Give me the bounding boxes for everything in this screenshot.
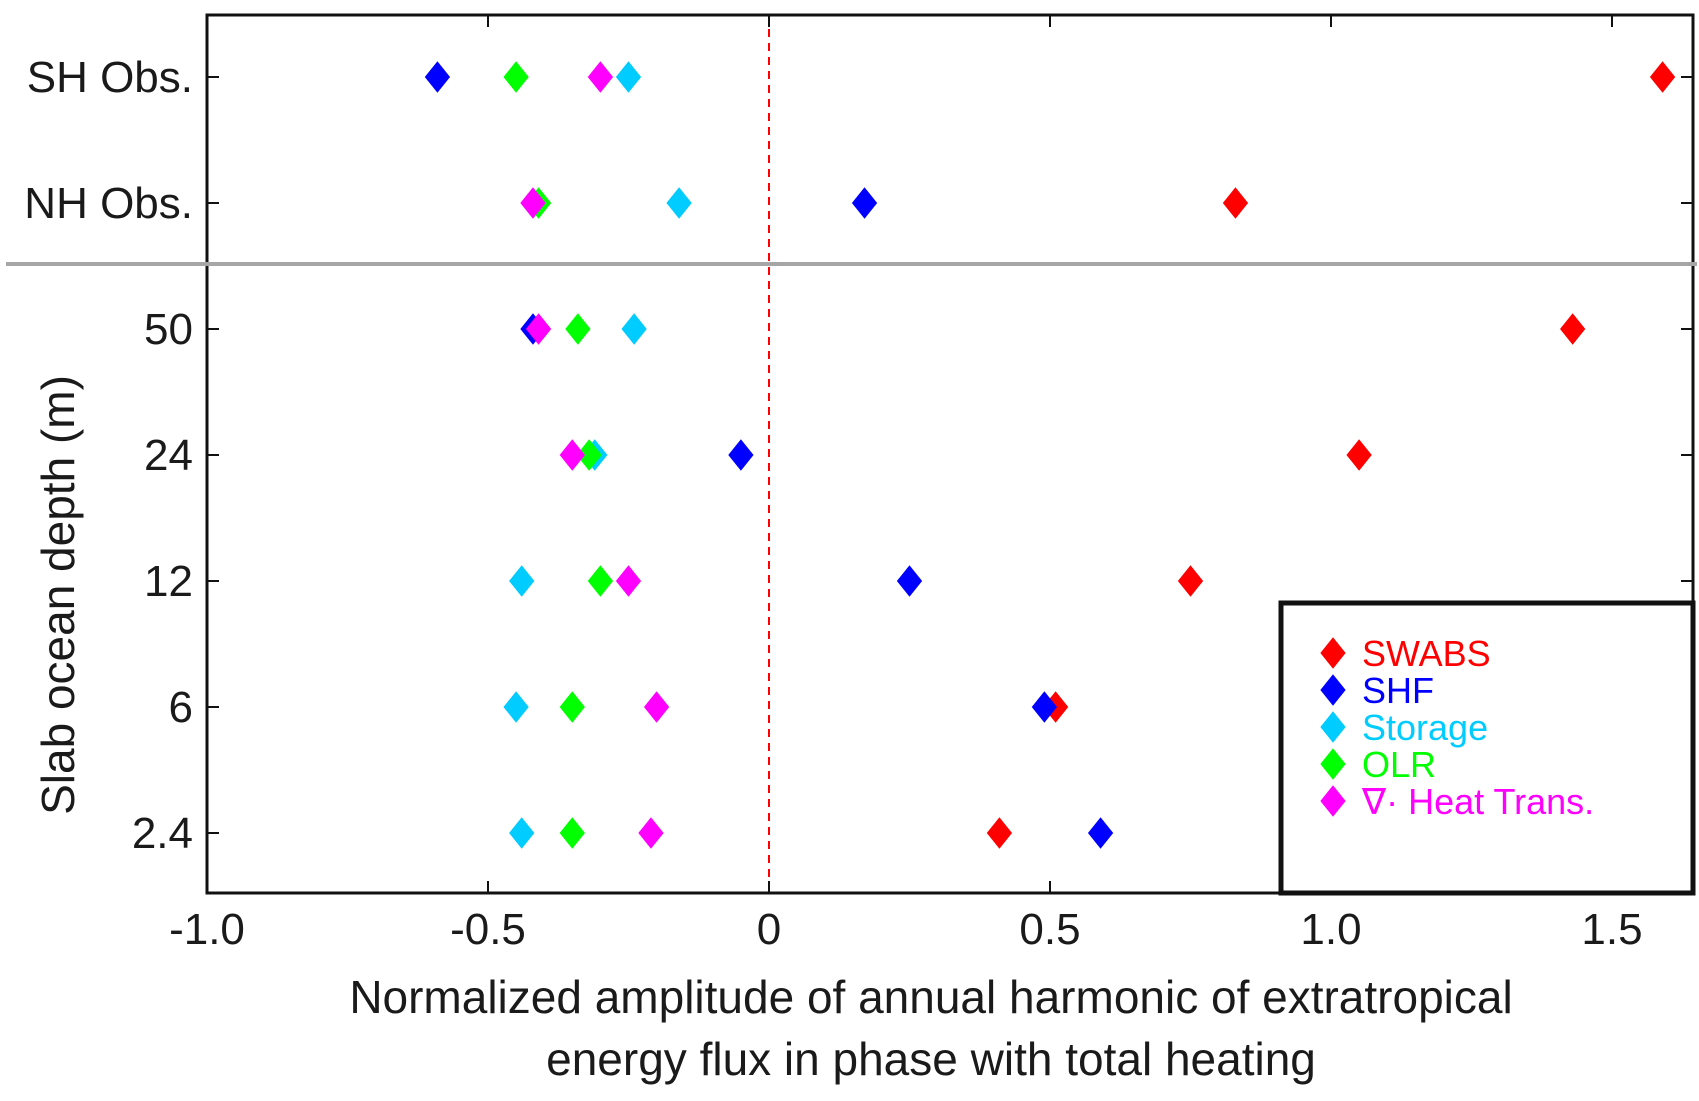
x-tick-label: 0 bbox=[757, 905, 781, 954]
legend-marker bbox=[1320, 637, 1346, 669]
legend-marker bbox=[1320, 785, 1346, 817]
data-point-swabs bbox=[1560, 313, 1586, 345]
data-point-shf bbox=[728, 439, 754, 471]
data-point-heattrans bbox=[638, 817, 664, 849]
x-tick-label: 0.5 bbox=[1019, 905, 1080, 954]
x-axis-title-line: energy flux in phase with total heating bbox=[546, 1033, 1316, 1085]
data-point-storage bbox=[621, 313, 647, 345]
data-point-olr bbox=[565, 313, 591, 345]
legend-label: Storage bbox=[1362, 707, 1488, 748]
data-point-shf bbox=[851, 187, 878, 219]
data-point-swabs bbox=[1346, 439, 1372, 471]
data-point-heattrans bbox=[615, 565, 642, 597]
data-point-storage bbox=[509, 565, 535, 597]
data-point-shf bbox=[424, 61, 451, 93]
x-tick-label: 1.0 bbox=[1300, 905, 1361, 954]
data-point-olr bbox=[559, 691, 585, 723]
y-tick-label: 12 bbox=[144, 557, 193, 606]
data-point-olr bbox=[559, 817, 585, 849]
data-point-swabs bbox=[1222, 187, 1249, 219]
data-point-olr bbox=[576, 439, 602, 471]
data-point-shf bbox=[896, 565, 923, 597]
data-point-storage bbox=[503, 691, 529, 723]
data-point-heattrans bbox=[520, 187, 546, 219]
data-point-heattrans bbox=[525, 313, 552, 345]
y-tick-label: 50 bbox=[144, 305, 193, 354]
x-tick-label: -0.5 bbox=[450, 905, 526, 954]
data-point-heattrans bbox=[643, 691, 670, 723]
x-tick-label: 1.5 bbox=[1581, 905, 1642, 954]
legend-box bbox=[1278, 600, 1696, 896]
legend-label: SWABS bbox=[1362, 633, 1491, 674]
y-tick-label: 24 bbox=[144, 431, 193, 480]
data-point-storage bbox=[666, 187, 692, 219]
legend-label: OLR bbox=[1362, 744, 1436, 785]
legend-label: ∇· Heat Trans. bbox=[1361, 781, 1594, 822]
data-point-storage bbox=[615, 61, 642, 93]
data-point-shf bbox=[1031, 691, 1058, 723]
legend-marker bbox=[1320, 674, 1346, 706]
data-point-swabs bbox=[1649, 61, 1676, 93]
y-axis-title: Slab ocean depth (m) bbox=[32, 375, 84, 815]
data-point-heattrans bbox=[587, 61, 614, 93]
legend-marker bbox=[1320, 748, 1346, 780]
data-point-shf bbox=[1087, 817, 1114, 849]
y-tick-label: NH Obs. bbox=[24, 179, 193, 228]
x-axis-title-line: Normalized amplitude of annual harmonic … bbox=[349, 971, 1512, 1023]
data-point-heattrans bbox=[559, 439, 585, 471]
y-tick-label: 2.4 bbox=[132, 809, 193, 858]
y-tick-label: 6 bbox=[169, 683, 193, 732]
data-point-storage bbox=[509, 817, 535, 849]
x-tick-label: -1.0 bbox=[169, 905, 245, 954]
legend-marker bbox=[1320, 711, 1346, 743]
data-point-swabs bbox=[1177, 565, 1204, 597]
data-points bbox=[424, 61, 1676, 849]
legend-label: SHF bbox=[1362, 670, 1434, 711]
data-point-olr bbox=[587, 565, 614, 597]
y-tick-label: SH Obs. bbox=[27, 53, 193, 102]
data-point-olr bbox=[503, 61, 529, 93]
data-point-swabs bbox=[986, 817, 1013, 849]
